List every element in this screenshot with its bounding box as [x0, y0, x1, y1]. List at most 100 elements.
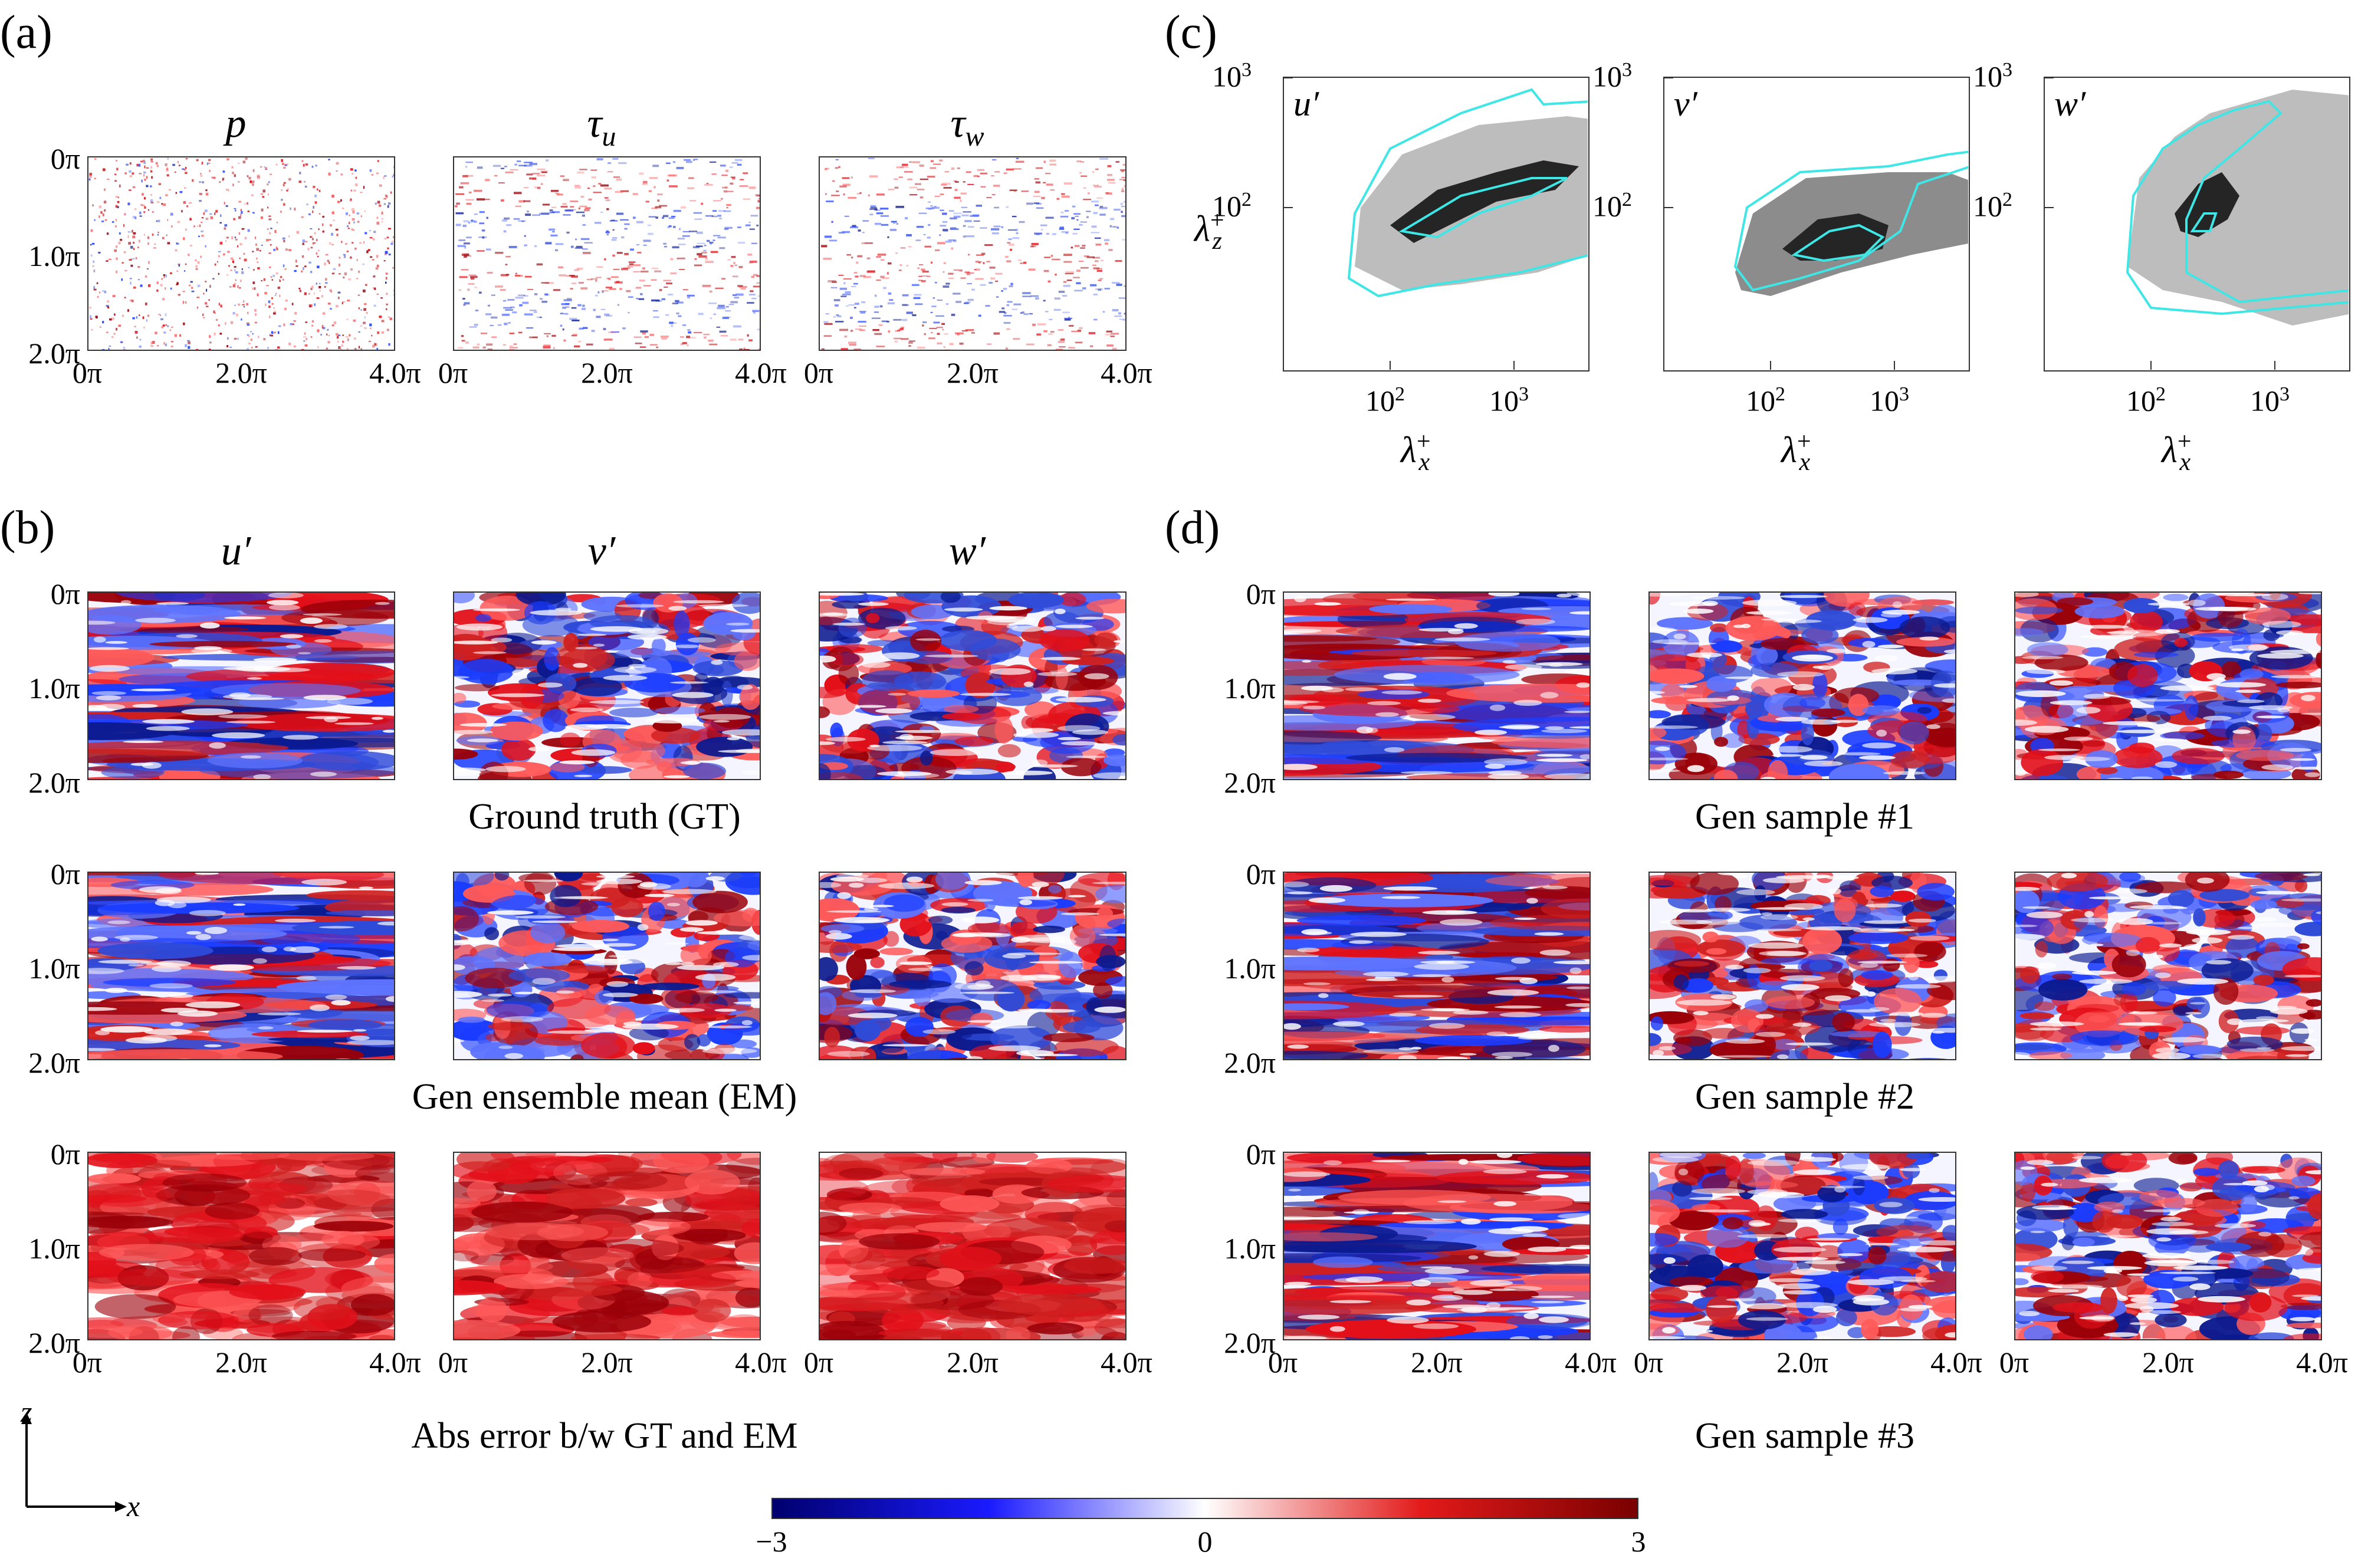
z-axis-label: z [21, 1395, 32, 1428]
c-title-1: v′ [1674, 84, 1697, 123]
c-spectrum-0 [1283, 77, 1592, 372]
c-xlabel-1: λ+x [1401, 428, 1431, 476]
d-row1-col0-heatmap [1284, 873, 1589, 1059]
panel-label-d: (d) [1165, 502, 1220, 554]
colorbar-mid-label: 0 [1197, 1525, 1213, 1558]
c-spectrum-0-contours [1284, 77, 1592, 370]
caption-gen-sample-2: Gen sample #2 [1695, 1077, 1914, 1117]
b-row2-col0-xtick-1: 2.0π [215, 1346, 267, 1379]
b-row2-col2-xtick-0: 0π [803, 1346, 834, 1379]
d-row2-col0-ytick-1: 1.0π [1224, 1232, 1276, 1265]
d-row2-col2-heatmap [2015, 1153, 2321, 1339]
panel-label-c: (c) [1165, 6, 1217, 58]
d-row2-col2-xtick-1: 2.0π [2142, 1346, 2194, 1379]
b-row2-col1-xtick-0: 0π [438, 1346, 468, 1379]
c-0-ytick-0: 103 [1212, 59, 1252, 93]
b-title-v: v′ [587, 528, 616, 574]
c-1-xtick-1: 103 [1870, 383, 1909, 418]
d-row2-col2 [2014, 1152, 2322, 1340]
b-row0-col0-heatmap [88, 593, 394, 779]
light-gray-region [2127, 90, 2352, 326]
panel-label-a: (a) [0, 6, 52, 58]
c-spectrum-2 [2044, 77, 2353, 372]
a-panel-1-heatmap [455, 157, 760, 350]
b-row2-col0-ytick-0: 0π [50, 1138, 80, 1171]
d-row2-col0-xtick-0: 0π [1267, 1346, 1298, 1379]
caption-gen-sample-1: Gen sample #1 [1695, 797, 1914, 837]
x-arrowhead [115, 1501, 127, 1512]
b-row0-col2 [819, 591, 1127, 780]
b-row1-col0-ytick-2: 2.0π [28, 1046, 80, 1079]
b-row1-col0 [87, 872, 395, 1060]
caption-ensemble-mean: Gen ensemble mean (EM) [412, 1077, 797, 1117]
b-row2-col2-heatmap [820, 1153, 1125, 1339]
a-panel-0 [87, 156, 395, 351]
b-row1-col2 [819, 872, 1127, 1060]
a-panel-1-xtick-2: 4.0π [735, 356, 787, 389]
b-row2-col2-xtick-1: 2.0π [947, 1346, 999, 1379]
z-arrowhead [21, 1412, 32, 1424]
b-row0-col0 [87, 591, 395, 780]
c-xlabel-3: λ+x [2162, 428, 2192, 476]
c-xlabel-2: λ+x [1781, 428, 1811, 476]
b-row0-col1 [453, 591, 761, 780]
b-row2-col0-xtick-0: 0π [72, 1346, 103, 1379]
dark-region [1782, 213, 1889, 261]
a-panel-2-xtick-0: 0π [803, 356, 834, 389]
d-row1-col1-heatmap [1650, 873, 1955, 1059]
dark-region [1390, 160, 1579, 243]
d-row2-col0 [1283, 1152, 1591, 1340]
c-2-ytick-1: 102 [1973, 189, 2012, 223]
d-row0-col0-ytick-1: 1.0π [1224, 672, 1276, 705]
d-row0-col2 [2014, 591, 2322, 780]
dark-region [2175, 172, 2239, 237]
axes-indicator [21, 1412, 127, 1512]
b-row2-col1-xtick-2: 4.0π [735, 1346, 787, 1379]
b-row1-col0-ytick-0: 0π [50, 857, 80, 890]
c-1-ytick-1: 102 [1592, 189, 1632, 223]
panel-label-b: (b) [0, 502, 55, 554]
c-0-xtick-0: 102 [1365, 383, 1405, 418]
c-title-0: u′ [1293, 84, 1319, 123]
b-title-w: w′ [948, 528, 986, 574]
c-0-ytick-1: 102 [1212, 189, 1252, 223]
a-panel-1-xtick-0: 0π [438, 356, 468, 389]
a-panel-0-xtick-0: 0π [72, 356, 103, 389]
c-2-xtick-1: 103 [2250, 383, 2290, 418]
c-2-ytick-0: 103 [1973, 59, 2012, 93]
c-1-ytick-0: 103 [1592, 59, 1632, 93]
d-row2-col0-heatmap [1284, 1153, 1589, 1339]
b-row2-col1-xtick-1: 2.0π [581, 1346, 633, 1379]
b-row2-col0 [87, 1152, 395, 1340]
b-row2-col1-heatmap [454, 1153, 760, 1339]
d-row2-col1-heatmap [1650, 1153, 1955, 1339]
a-panel-0-xtick-1: 2.0π [215, 356, 267, 389]
b-row1-col2-heatmap [820, 873, 1125, 1059]
a-panel-2-xtick-1: 2.0π [947, 356, 999, 389]
d-row2-col2-xtick-0: 0π [1999, 1346, 2029, 1379]
b-row1-col1-heatmap [454, 873, 760, 1059]
a-panel-0-heatmap [88, 157, 394, 350]
d-row2-col0-ytick-0: 0π [1246, 1138, 1276, 1171]
c-1-xtick-0: 102 [1746, 383, 1785, 418]
b-row1-col0-ytick-1: 1.0π [28, 952, 80, 985]
d-row2-col1-xtick-2: 4.0π [1930, 1346, 1982, 1379]
b-row2-col0-ytick-1: 1.0π [28, 1232, 80, 1265]
d-row1-col2-heatmap [2015, 873, 2321, 1059]
d-row2-col1-xtick-0: 0π [1633, 1346, 1664, 1379]
a-panel-2-heatmap [821, 157, 1125, 350]
b-row1-col0-heatmap [88, 873, 394, 1059]
d-row1-col0-ytick-0: 0π [1246, 857, 1276, 890]
d-row1-col0 [1283, 872, 1591, 1060]
cyan-inner-contour [2190, 212, 2218, 232]
b-row0-col2-heatmap [820, 593, 1125, 779]
colorbar-max-label: 3 [1631, 1525, 1646, 1558]
caption-abs-error: Abs error b/w GT and EM [411, 1416, 798, 1456]
b-row0-col0-ytick-2: 2.0π [28, 766, 80, 799]
d-row2-col0-xtick-1: 2.0π [1411, 1346, 1463, 1379]
a-title-tau-u: τu [587, 101, 616, 152]
a-panel-1 [453, 156, 761, 351]
b-row0-col0-ytick-0: 0π [50, 577, 80, 610]
caption-ground-truth: Ground truth (GT) [468, 797, 741, 837]
b-row2-col2 [819, 1152, 1127, 1340]
